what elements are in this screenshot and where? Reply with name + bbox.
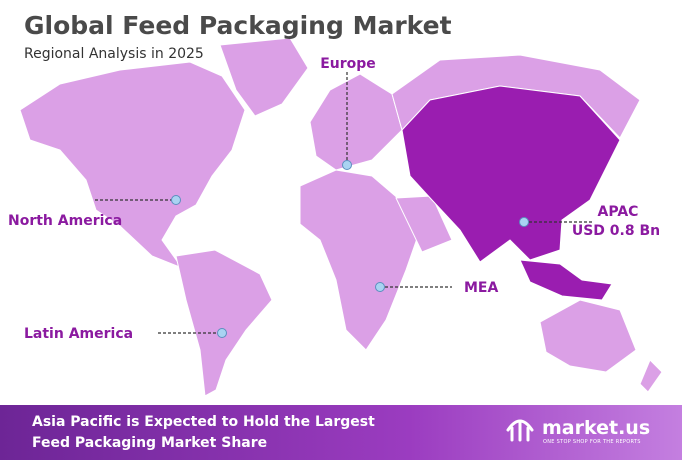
middle-east-shape: [395, 195, 453, 253]
asia-shape: [401, 85, 621, 263]
footer-text: Asia Pacific is Expected to Hold the Lar…: [32, 414, 375, 430]
north-america-shape: [19, 61, 246, 270]
marker: [171, 195, 181, 205]
africa-shape: [299, 169, 421, 351]
marker: [217, 328, 227, 338]
marker: [519, 217, 529, 227]
region-value: USD 0.8 Bn: [572, 223, 660, 239]
brand-name: market.us: [542, 417, 650, 439]
region-label: MEA: [464, 280, 498, 296]
subtitle: Regional Analysis in 2025: [24, 46, 204, 62]
new-zealand-shape: [639, 359, 663, 393]
greenland: [219, 37, 309, 117]
marker: [375, 282, 385, 292]
region-label: APAC: [598, 204, 639, 220]
logo-icon: [506, 419, 534, 442]
marker: [342, 160, 352, 170]
footer-banner: [0, 405, 682, 460]
region-label: Latin America: [24, 326, 133, 342]
europe-shape: [309, 73, 403, 171]
south-america-shape: [175, 249, 273, 397]
region-label: Europe: [320, 56, 376, 72]
islands-shape: [519, 259, 613, 301]
map: [19, 37, 663, 397]
australia-shape: [539, 299, 637, 373]
footer-text: Feed Packaging Market Share: [32, 435, 267, 451]
region-label: North America: [8, 213, 122, 229]
title: Global Feed Packaging Market: [24, 11, 452, 40]
brand-tagline: ONE STOP SHOP FOR THE REPORTS: [543, 439, 641, 445]
